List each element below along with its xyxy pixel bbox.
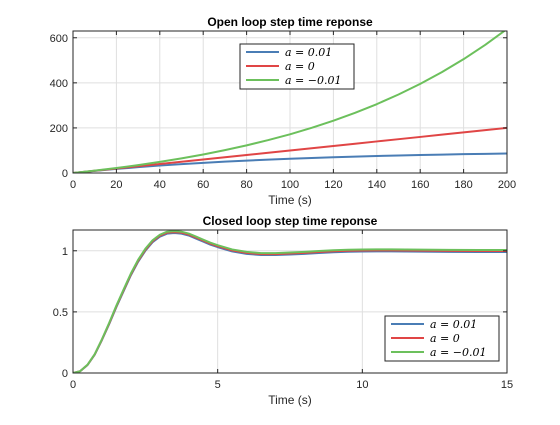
x-tick-label: 0	[70, 179, 76, 191]
legend-label-2: a = 0	[285, 60, 315, 73]
x-tick-label: 0	[70, 379, 76, 391]
legend: a = 0.01a = 0a = −0.01	[384, 315, 500, 362]
legend-label-2: a = 0	[430, 332, 460, 345]
x-tick-label: 15	[501, 379, 513, 391]
x-axis-label: Time (s)	[268, 193, 312, 207]
x-tick-label: 5	[215, 379, 221, 391]
chart-title: Closed loop step time reponse	[203, 214, 378, 228]
axes-box	[72, 229, 508, 374]
y-tick-label: 1	[62, 246, 68, 258]
chart-title: Open loop step time reponse	[207, 15, 373, 29]
y-tick-label: 600	[50, 33, 68, 45]
legend-label-1: a = 0.01	[285, 46, 332, 59]
y-tick-label: 200	[50, 123, 68, 135]
x-tick-label: 140	[368, 179, 386, 191]
x-tick-label: 100	[281, 179, 299, 191]
series-line-1	[73, 152, 507, 173]
series-line-3	[73, 230, 507, 373]
x-tick-label: 180	[454, 179, 472, 191]
legend-label-1: a = 0.01	[430, 318, 477, 331]
y-tick-label: 400	[50, 78, 68, 90]
legend-label-3: a = −0.01	[285, 74, 341, 87]
y-tick-label: 0	[62, 168, 68, 180]
chart-2: 0 5 10 15 0 0.5 1 Closed loop step time reponse…	[53, 214, 513, 407]
x-tick-label: 60	[197, 179, 209, 191]
legend: a = 0.01a = 0a = −0.01	[239, 43, 355, 90]
x-tick-label: 80	[240, 179, 252, 191]
x-axis-label: Time (s)	[268, 393, 312, 407]
x-tick-label: 160	[411, 179, 429, 191]
x-tick-label: 40	[154, 179, 166, 191]
series-line-2	[73, 126, 507, 173]
series-line-3	[73, 31, 506, 173]
x-tick-label: 20	[110, 179, 122, 191]
chart-1: 0 20 40 60 80 100 120 140 160 180 200 0 200 400 600 Ope…	[50, 15, 517, 207]
y-tick-label: 0.5	[53, 307, 68, 319]
x-tick-label: 120	[324, 179, 342, 191]
x-tick-label: 200	[498, 179, 516, 191]
legend-label-3: a = −0.01	[430, 346, 486, 359]
x-tick-label: 10	[356, 379, 368, 391]
y-tick-label: 0	[62, 368, 68, 380]
